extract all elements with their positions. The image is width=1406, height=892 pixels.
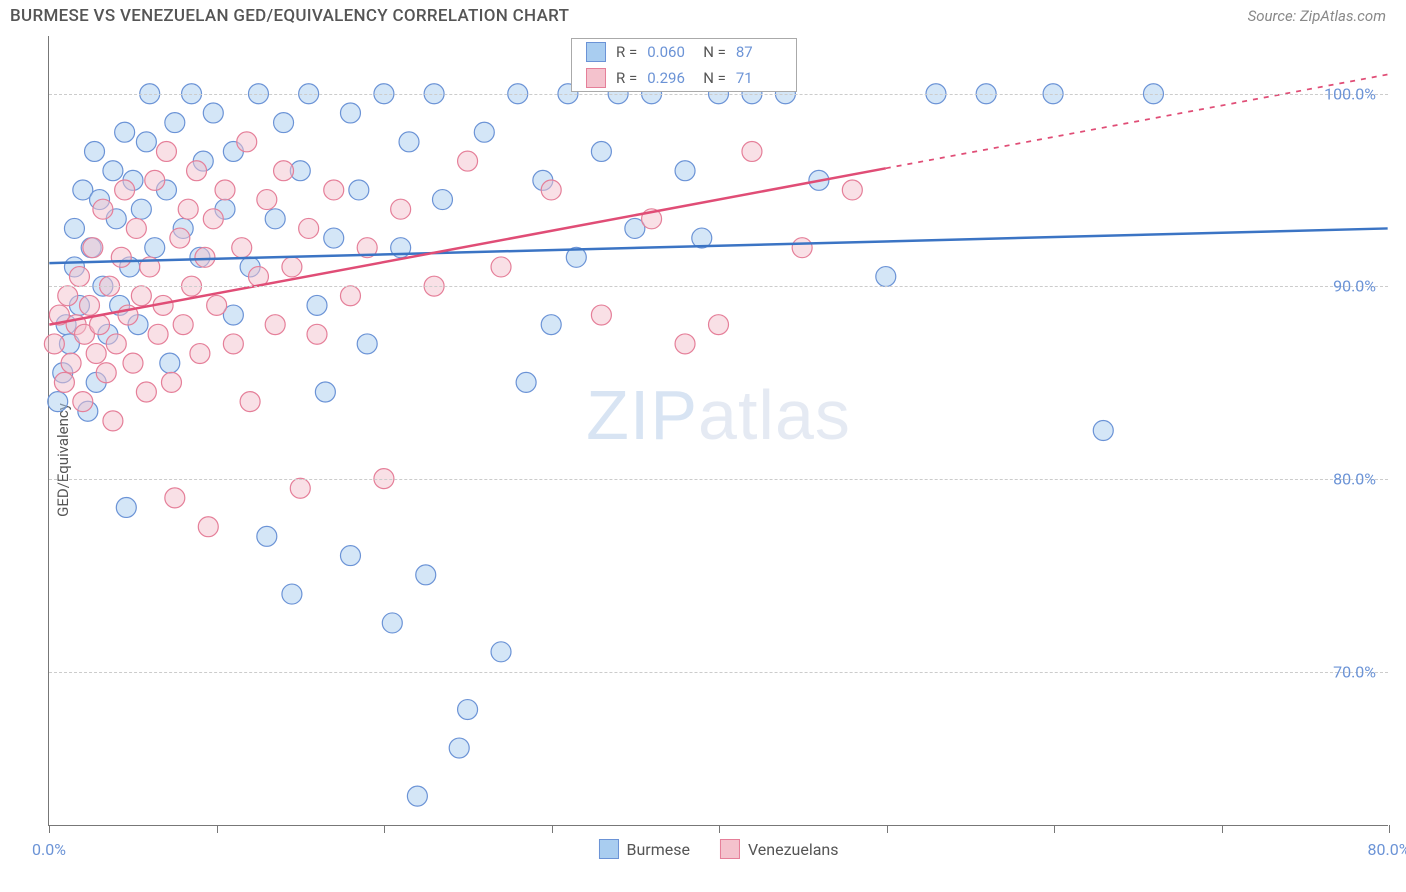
y-tick-label: 100.0% xyxy=(1324,84,1376,103)
trend-lines-layer xyxy=(49,36,1388,825)
source-attribution: Source: ZipAtlas.com xyxy=(1248,7,1386,25)
y-tick-label: 90.0% xyxy=(1333,277,1376,296)
correlation-legend: R = 0.060 N = 87 R = 0.296 N = 71 xyxy=(571,38,797,92)
legend-item: Venezuelans xyxy=(720,839,839,859)
n-value: 87 xyxy=(736,43,782,61)
x-tick xyxy=(49,825,50,833)
legend-stats-row: R = 0.296 N = 71 xyxy=(572,65,796,91)
trend-line xyxy=(49,168,885,324)
legend-swatch xyxy=(586,68,606,88)
legend-swatch xyxy=(720,839,740,859)
n-label: N = xyxy=(703,69,726,87)
n-value: 71 xyxy=(736,69,782,87)
gridline xyxy=(49,479,1388,480)
x-tick xyxy=(217,825,218,833)
trend-line xyxy=(49,228,1387,263)
trend-line-extrapolated xyxy=(886,74,1388,168)
x-tick xyxy=(1054,825,1055,833)
x-tick xyxy=(1389,825,1390,833)
gridline xyxy=(49,94,1388,95)
x-tick xyxy=(1222,825,1223,833)
legend-swatch xyxy=(586,42,606,62)
n-label: N = xyxy=(703,43,726,61)
r-label: R = xyxy=(616,69,637,87)
legend-swatch xyxy=(598,839,618,859)
legend-label: Venezuelans xyxy=(748,840,839,859)
r-value: 0.060 xyxy=(647,43,693,61)
y-tick-label: 70.0% xyxy=(1333,662,1376,681)
x-tick-label: 80.0% xyxy=(1368,840,1406,859)
legend-label: Burmese xyxy=(626,840,689,859)
x-tick xyxy=(719,825,720,833)
gridline xyxy=(49,672,1388,673)
r-value: 0.296 xyxy=(647,69,693,87)
series-legend: Burmese Venezuelans xyxy=(598,839,838,859)
x-tick-label: 0.0% xyxy=(32,840,66,859)
y-tick-label: 80.0% xyxy=(1333,470,1376,489)
chart-container: GED/Equivalency ZIPatlas R = 0.060 N = 8… xyxy=(0,32,1406,888)
plot-area: ZIPatlas R = 0.060 N = 87 R = 0.296 N = … xyxy=(48,36,1388,826)
x-tick xyxy=(887,825,888,833)
legend-item: Burmese xyxy=(598,839,689,859)
x-tick xyxy=(384,825,385,833)
gridline xyxy=(49,286,1388,287)
x-tick xyxy=(552,825,553,833)
legend-stats-row: R = 0.060 N = 87 xyxy=(572,39,796,65)
chart-title: BURMESE VS VENEZUELAN GED/EQUIVALENCY CO… xyxy=(10,6,569,26)
r-label: R = xyxy=(616,43,637,61)
